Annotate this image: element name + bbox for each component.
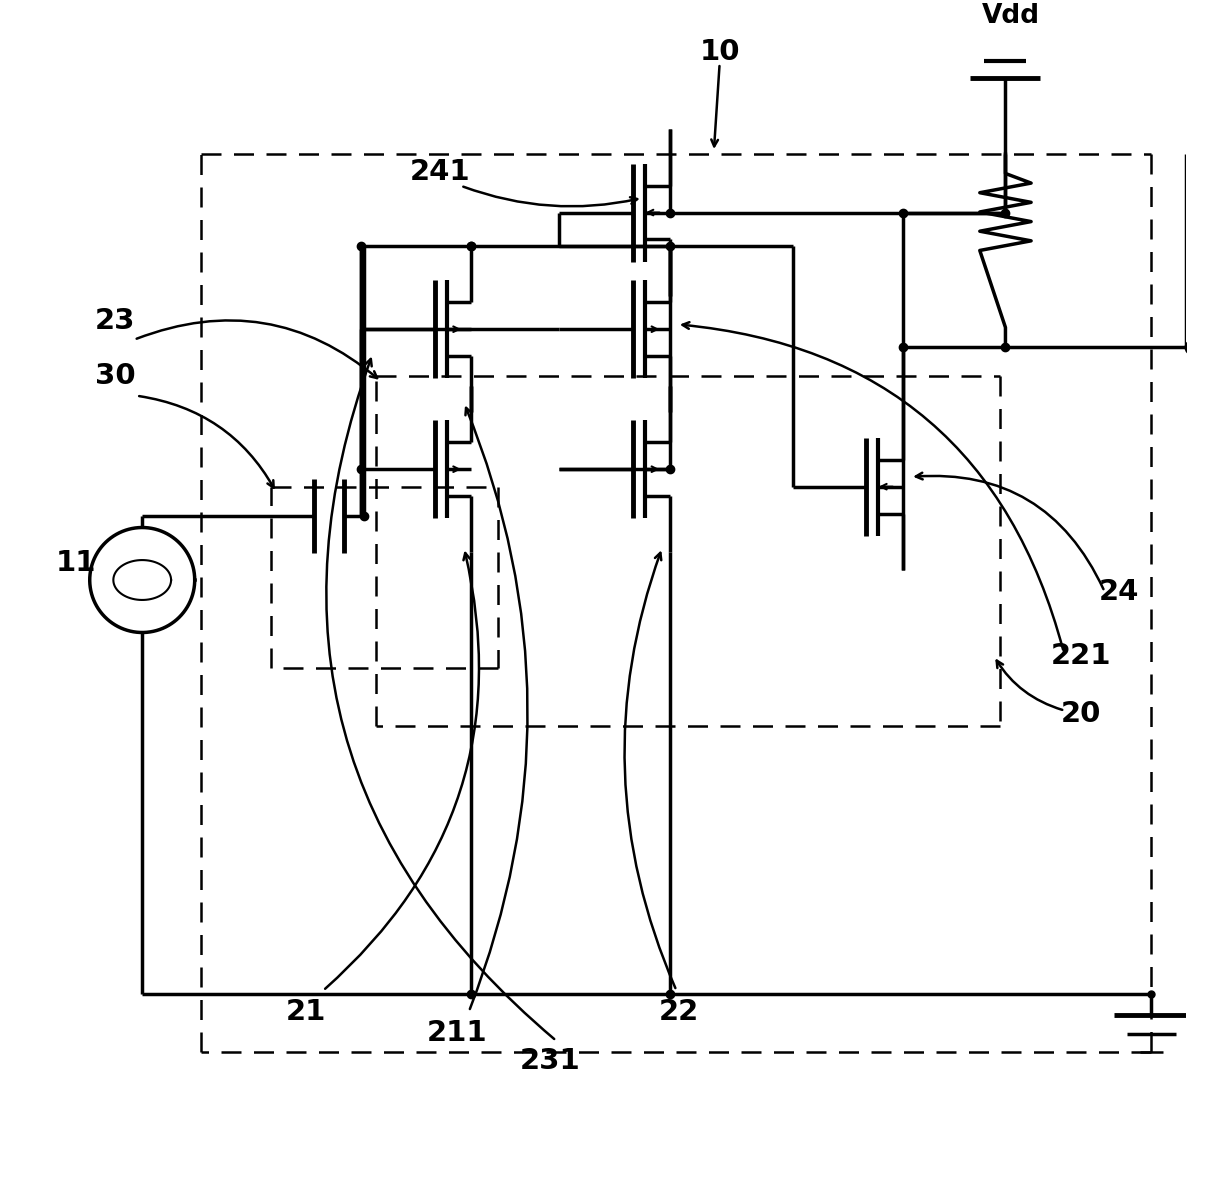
Text: 21: 21 <box>286 998 326 1025</box>
Text: Vdd: Vdd <box>982 4 1041 30</box>
Text: 10: 10 <box>699 38 740 65</box>
Text: 11: 11 <box>55 549 96 576</box>
Text: 24: 24 <box>1099 577 1138 606</box>
Text: 221: 221 <box>1052 642 1112 670</box>
Text: 20: 20 <box>1061 700 1101 728</box>
Text: 23: 23 <box>95 307 135 335</box>
Text: 241: 241 <box>409 158 470 185</box>
Text: 30: 30 <box>95 362 136 390</box>
Text: 231: 231 <box>520 1047 581 1075</box>
Text: 211: 211 <box>427 1018 487 1047</box>
Text: 22: 22 <box>658 998 699 1025</box>
